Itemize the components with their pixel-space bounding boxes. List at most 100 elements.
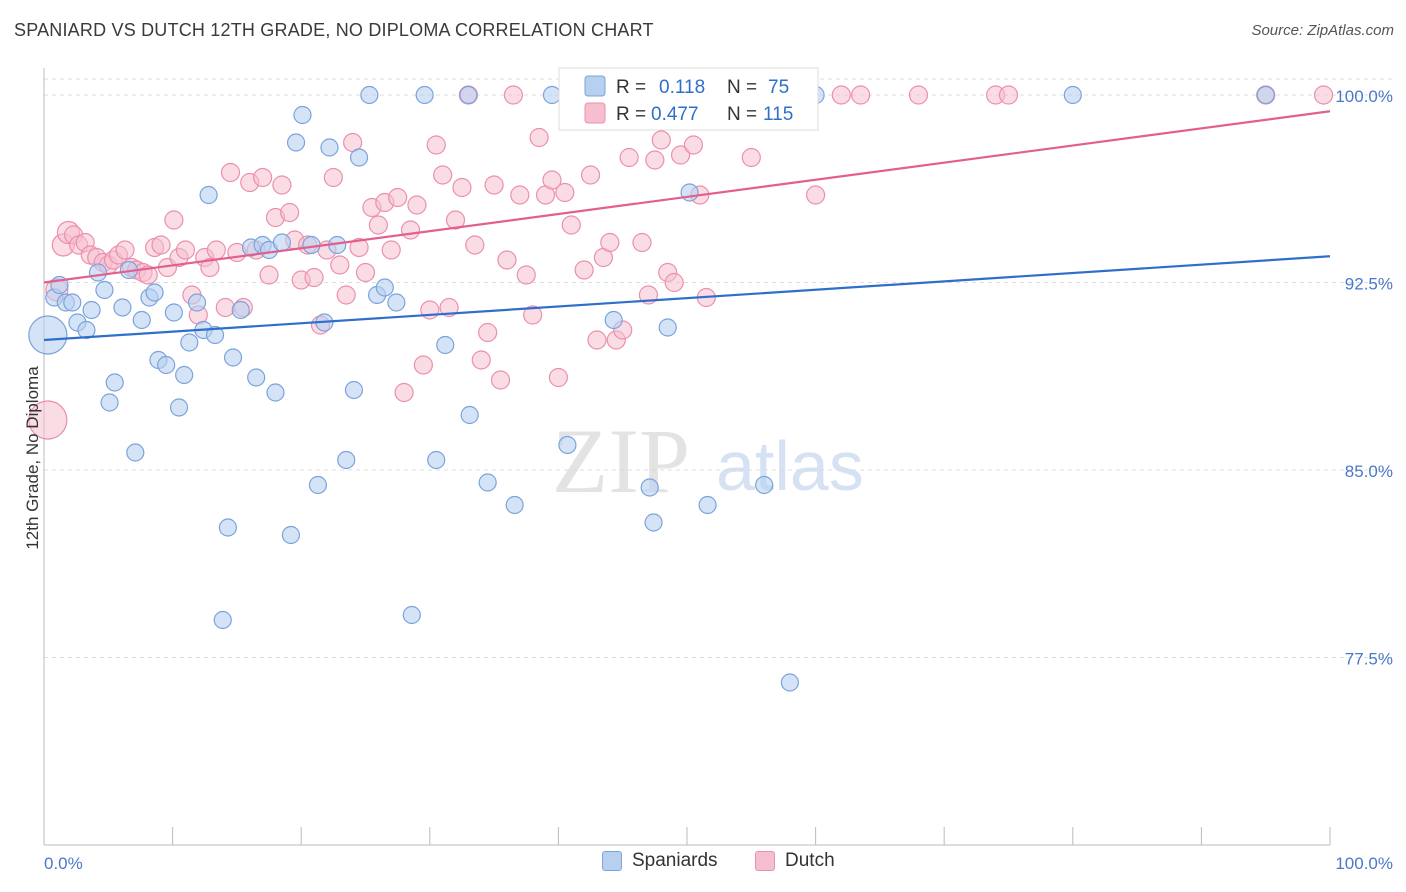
- y-tick-label: 92.5%: [1345, 275, 1393, 294]
- spaniard-point: [308, 475, 328, 495]
- dutch-point: [323, 167, 343, 188]
- dutch-point: [151, 235, 171, 255]
- spaniard-point: [542, 85, 562, 105]
- dutch-point: [600, 232, 620, 253]
- spaniard-point: [478, 473, 497, 492]
- legend-item-dutch[interactable]: Dutch: [755, 850, 835, 872]
- dutch-point: [529, 127, 549, 148]
- dutch-point: [272, 175, 292, 195]
- spaniard-point: [780, 673, 799, 692]
- chart-title: SPANIARD VS DUTCH 12TH GRADE, NO DIPLOMA…: [14, 20, 654, 40]
- dutch-point: [574, 260, 594, 280]
- dutch-point: [220, 162, 241, 183]
- dutch-point: [206, 240, 226, 260]
- dutch-point: [413, 355, 433, 375]
- dutch-point: [805, 185, 826, 205]
- dutch-point: [632, 232, 652, 253]
- spaniard-point: [360, 85, 379, 105]
- dutch-point: [388, 187, 408, 208]
- legend-label-spaniards: Spaniards: [632, 850, 718, 871]
- x-tick-label: 100.0%: [1335, 854, 1393, 873]
- spaniard-point: [505, 495, 524, 515]
- grid-lines: [44, 78, 1395, 658]
- dutch-point: [215, 297, 235, 318]
- spaniard-point: [28, 315, 68, 355]
- legend-r-label-spaniards: R =: [616, 77, 646, 98]
- dutch-point: [548, 367, 569, 388]
- spaniard-point: [205, 325, 225, 345]
- dutch-point: [1313, 85, 1334, 105]
- dutch-point: [330, 255, 350, 275]
- spaniard-point: [558, 435, 577, 455]
- y-axis-label: 12th Grade, No Diploma: [23, 366, 42, 550]
- dutch-point: [741, 147, 761, 168]
- dutch-point: [619, 147, 639, 168]
- spaniard-point: [402, 605, 421, 625]
- spaniard-point: [293, 105, 312, 125]
- spaniard-point: [218, 518, 237, 537]
- x-tick-label: 0.0%: [44, 854, 83, 873]
- trend-lines: [43, 110, 1331, 342]
- dutch-point: [555, 182, 575, 203]
- dutch-point: [651, 130, 671, 150]
- legend-item-spaniards[interactable]: Spaniards: [602, 850, 718, 872]
- spaniard-point: [175, 365, 194, 385]
- spaniard-point: [698, 495, 717, 515]
- dutch-point: [355, 262, 376, 283]
- spaniard-point: [460, 405, 479, 425]
- dutch-point: [433, 165, 453, 185]
- spaniard-point: [145, 283, 164, 302]
- y-tick-label: 85.0%: [1345, 462, 1393, 481]
- dutch-point: [831, 85, 851, 105]
- dutch-point: [200, 257, 220, 278]
- dutch-point: [138, 265, 158, 285]
- spaniard-point: [680, 183, 699, 202]
- spaniard-point: [459, 85, 478, 105]
- spaniard-point: [126, 443, 145, 462]
- spaniard-point: [95, 280, 114, 300]
- spaniards-trend-line: [43, 255, 1331, 342]
- spaniard-point: [157, 355, 176, 375]
- dutch-point: [580, 165, 601, 185]
- dutch-point: [304, 267, 324, 288]
- top-legend: R = 0.118 N = 75 R = 0.477 N = 115: [558, 67, 819, 131]
- dutch-point: [259, 265, 279, 285]
- dutch-point: [368, 215, 388, 235]
- spaniard-point: [644, 513, 663, 532]
- axes: 77.5% 85.0% 92.5% 100.0% 0.0% 100.0%: [43, 68, 1393, 873]
- spaniard-point: [231, 300, 250, 320]
- spaniard-point: [1063, 85, 1082, 105]
- dutch-point: [998, 85, 1019, 105]
- dutch-point: [851, 85, 871, 105]
- legend-n-label-dutch: N =: [727, 104, 757, 125]
- spaniard-point: [100, 393, 119, 412]
- spaniard-point: [266, 383, 285, 402]
- spaniard-point: [187, 293, 207, 312]
- spaniard-point: [63, 293, 82, 312]
- legend-label-dutch: Dutch: [785, 850, 835, 871]
- dutch-point: [587, 330, 607, 350]
- watermark-atlas: atlas: [716, 427, 864, 505]
- spaniard-point: [169, 398, 189, 417]
- legend-r-label-dutch: R =: [616, 104, 646, 125]
- dutch-point: [465, 235, 485, 255]
- legend-swatch-dutch: [584, 102, 606, 124]
- chart-source: Source: ZipAtlas.com: [1251, 22, 1394, 39]
- spaniard-point: [286, 133, 306, 152]
- dutch-point: [28, 400, 68, 440]
- dutch-point: [542, 170, 562, 190]
- dutch-point: [670, 145, 691, 165]
- watermark-zip: ZIP: [552, 410, 690, 512]
- legend-r-value-dutch: 0.477: [651, 104, 699, 125]
- legend-n-label-spaniards: N =: [727, 77, 757, 98]
- spaniard-point: [132, 310, 151, 330]
- y-tick-label: 77.5%: [1345, 650, 1393, 669]
- legend-n-value-spaniards: 75: [768, 77, 789, 98]
- dutch-point: [561, 215, 581, 235]
- legend-swatch-spaniards: [584, 75, 606, 97]
- spaniard-point: [375, 278, 394, 297]
- spaniard-point: [427, 450, 446, 470]
- spaniard-point: [199, 185, 218, 205]
- dutch-point: [407, 195, 427, 215]
- spaniard-point: [105, 373, 124, 392]
